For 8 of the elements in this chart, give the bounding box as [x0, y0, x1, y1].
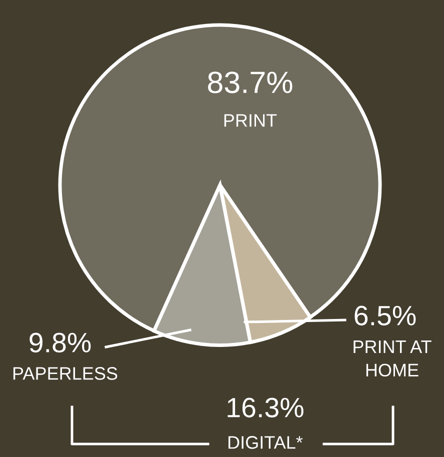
slice-label: PAPERLESS [13, 367, 118, 380]
data-label: 6.5% [354, 306, 416, 326]
text: DIGITAL* [228, 436, 303, 449]
slice-label: PRINT AT HOME [354, 340, 432, 377]
slice-label: PRINT [224, 114, 277, 127]
data-label: 9.8% [30, 332, 91, 352]
data-label: 83.7% [208, 72, 292, 94]
text: 16.3% [228, 398, 304, 418]
